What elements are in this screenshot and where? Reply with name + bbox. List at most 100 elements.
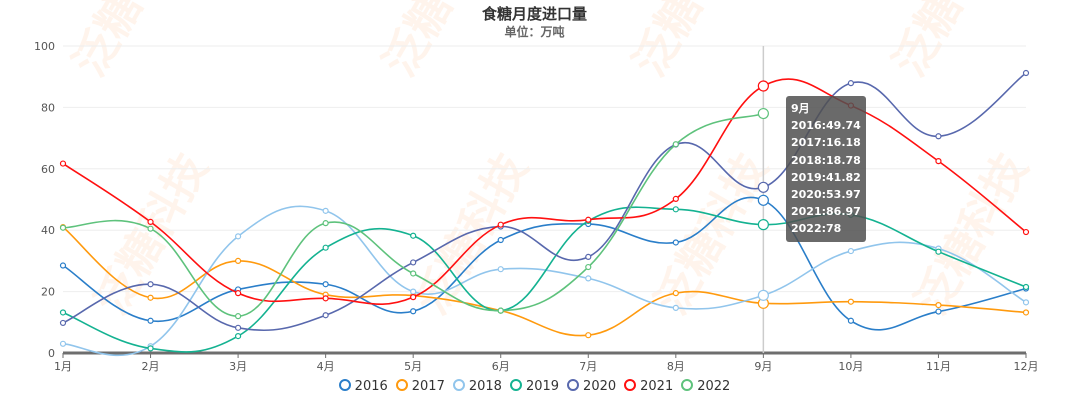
data-point-2021 bbox=[585, 216, 592, 223]
data-point-2018 bbox=[59, 340, 67, 347]
legend-label: 2016 bbox=[354, 379, 388, 394]
x-tick-label: 9月 bbox=[754, 360, 772, 373]
legend-circle-icon bbox=[395, 379, 408, 391]
data-point-2022 bbox=[672, 141, 679, 148]
series-line-2017 bbox=[62, 226, 1027, 337]
data-point-2021 bbox=[322, 295, 329, 302]
data-point-2021 bbox=[59, 160, 67, 167]
data-point-2017 bbox=[935, 302, 942, 309]
chart-title: 食糖月度进口量 bbox=[481, 5, 587, 23]
data-point-2022 bbox=[585, 263, 592, 271]
data-point-2019 bbox=[672, 206, 679, 213]
data-point-2021 bbox=[757, 80, 769, 92]
tooltip-line: 2016:49.74 bbox=[791, 119, 861, 133]
data-point-2017 bbox=[147, 294, 154, 301]
legend: 2016 2017 2018 2019 2020 2021 2022 bbox=[0, 379, 1069, 394]
data-point-2022 bbox=[497, 307, 504, 314]
x-tick-label: 7月 bbox=[579, 360, 597, 373]
legend-circle-icon bbox=[624, 379, 637, 391]
data-point-2018 bbox=[497, 266, 504, 273]
data-point-2016 bbox=[59, 262, 67, 269]
data-point-2016 bbox=[497, 236, 504, 244]
legend-circle-icon bbox=[452, 379, 465, 391]
data-point-2016 bbox=[935, 308, 942, 315]
data-point-2018 bbox=[585, 275, 592, 282]
legend-label: 2021 bbox=[640, 379, 674, 394]
data-point-2019 bbox=[757, 219, 769, 231]
data-point-2019 bbox=[322, 244, 329, 251]
legend-label: 2020 bbox=[583, 379, 617, 394]
data-point-2020 bbox=[1022, 69, 1030, 77]
data-point-2021 bbox=[410, 294, 417, 301]
data-point-2020 bbox=[234, 324, 242, 331]
data-point-2022 bbox=[234, 313, 242, 320]
x-tick-label: 6月 bbox=[492, 360, 510, 373]
tooltip-category: 9月 bbox=[791, 102, 810, 115]
data-point-2016 bbox=[672, 239, 679, 246]
tooltip-line: 2018:18.78 bbox=[791, 153, 861, 167]
legend-circle-icon bbox=[509, 379, 522, 391]
legend-label: 2019 bbox=[525, 379, 560, 394]
data-point-2021 bbox=[672, 195, 679, 202]
y-tick-label: 100 bbox=[34, 40, 55, 53]
data-point-2022 bbox=[410, 270, 417, 277]
data-point-2019 bbox=[147, 345, 154, 352]
data-point-2017 bbox=[847, 298, 855, 305]
tooltip-line: 2017:16.18 bbox=[791, 136, 861, 150]
data-point-2021 bbox=[1022, 228, 1030, 236]
legend-item-2022[interactable]: 2022 bbox=[681, 379, 730, 394]
y-tick-label: 60 bbox=[41, 163, 55, 176]
data-point-2021 bbox=[234, 290, 242, 297]
legend-circle-icon bbox=[338, 379, 351, 391]
legend-item-2019[interactable]: 2019 bbox=[509, 379, 560, 394]
x-tick-label: 5月 bbox=[404, 360, 422, 373]
data-point-2017 bbox=[672, 290, 679, 297]
x-tick-label: 4月 bbox=[317, 360, 335, 373]
x-tick-label: 8月 bbox=[667, 360, 685, 373]
series-line-2018 bbox=[62, 205, 1027, 356]
tooltip-line: 2022:78 bbox=[791, 222, 842, 236]
legend-label: 2017 bbox=[411, 379, 445, 394]
data-point-2021 bbox=[497, 221, 504, 228]
chart-subtitle: 单位：万吨 bbox=[504, 25, 565, 39]
legend-item-2016[interactable]: 2016 bbox=[338, 379, 388, 394]
legend-circle-icon bbox=[681, 379, 694, 391]
data-point-2016 bbox=[847, 317, 855, 324]
data-point-2018 bbox=[322, 207, 329, 214]
data-point-2018 bbox=[410, 288, 417, 295]
data-point-2022 bbox=[147, 225, 154, 232]
data-point-2018 bbox=[234, 233, 242, 240]
x-tick-label: 2月 bbox=[142, 360, 160, 373]
legend-item-2018[interactable]: 2018 bbox=[452, 379, 502, 394]
data-point-2017 bbox=[1022, 309, 1030, 316]
data-point-2019 bbox=[935, 248, 942, 255]
y-tick-label: 20 bbox=[41, 286, 55, 299]
tooltip-line: 2021:86.97 bbox=[791, 205, 861, 219]
data-point-2020 bbox=[847, 80, 855, 87]
data-point-2019 bbox=[1022, 283, 1030, 291]
series-line-2022 bbox=[62, 112, 764, 317]
data-point-2018 bbox=[1022, 299, 1030, 306]
data-point-2020 bbox=[757, 181, 769, 193]
y-tick-label: 0 bbox=[48, 347, 55, 360]
legend-item-2020[interactable]: 2020 bbox=[567, 379, 616, 394]
legend-item-2017[interactable]: 2017 bbox=[395, 379, 445, 394]
x-tick-label: 12月 bbox=[1014, 360, 1039, 373]
data-point-2020 bbox=[59, 319, 67, 327]
data-point-2016 bbox=[147, 317, 154, 324]
data-point-2022 bbox=[322, 220, 329, 227]
legend-item-2021[interactable]: 2021 bbox=[624, 379, 673, 394]
legend-label: 2018 bbox=[468, 379, 502, 394]
data-point-2020 bbox=[585, 253, 592, 261]
data-point-2017 bbox=[234, 257, 242, 264]
y-tick-label: 80 bbox=[41, 101, 55, 114]
legend-circle-icon bbox=[567, 379, 580, 391]
data-point-2021 bbox=[147, 218, 154, 226]
data-point-2020 bbox=[935, 133, 942, 140]
data-point-2017 bbox=[585, 332, 592, 339]
y-tick-label: 40 bbox=[41, 224, 55, 237]
data-point-2021 bbox=[935, 158, 942, 165]
data-point-2016 bbox=[757, 194, 769, 206]
series-line-2016 bbox=[62, 196, 1027, 331]
